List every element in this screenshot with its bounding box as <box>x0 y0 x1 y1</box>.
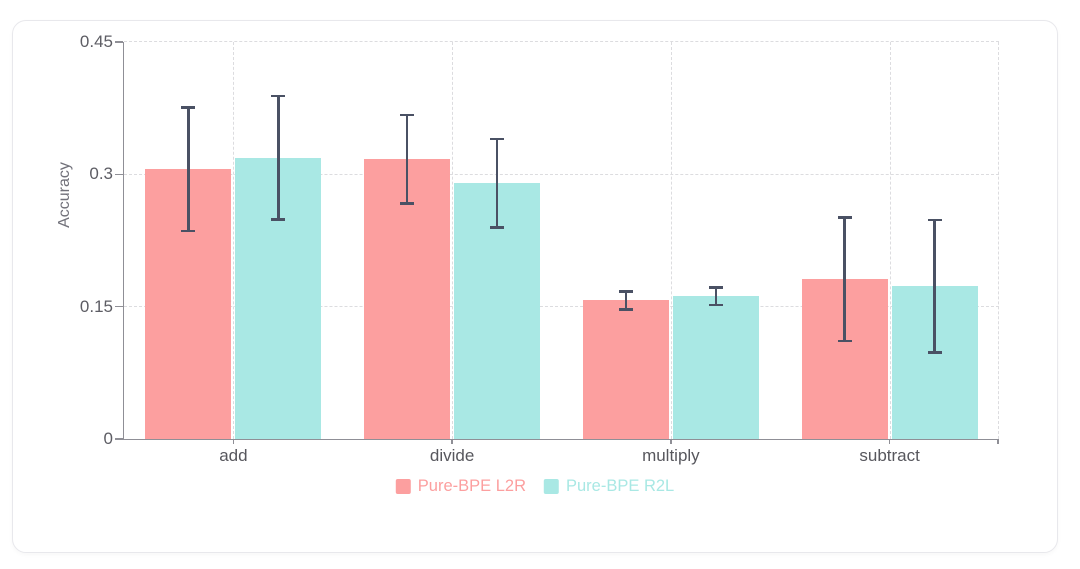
y-tick <box>114 438 123 440</box>
legend-item-pure-bpe-l2r[interactable]: Pure-BPE L2R <box>395 477 526 495</box>
gridline-vertical <box>452 42 454 439</box>
bar-pure-bpe-l2r-multiply <box>582 300 669 439</box>
legend: Pure-BPE L2R Pure-BPE R2L <box>395 477 674 495</box>
y-axis-title: Accuracy <box>56 162 73 228</box>
legend-label: Pure-BPE L2R <box>417 477 526 495</box>
x-axis-line <box>122 438 999 440</box>
x-category-label-multiply: multiply <box>642 446 700 465</box>
gridline-vertical <box>998 42 999 439</box>
error-bar-pure-bpe-l2r-add-cap-top <box>181 106 196 109</box>
legend-label: Pure-BPE R2L <box>566 477 675 495</box>
gridline-vertical <box>233 42 235 439</box>
y-tick-label: 0.3 <box>89 164 113 184</box>
error-bar-pure-bpe-r2l-divide-cap-bottom <box>490 226 505 229</box>
error-bar-pure-bpe-l2r-subtract-cap-top <box>837 216 852 219</box>
gridline-horizontal <box>124 305 999 307</box>
error-bar-pure-bpe-r2l-divide-cap-top <box>490 137 505 141</box>
legend-swatch-pure-bpe-r2l <box>544 478 559 494</box>
error-bar-pure-bpe-r2l-add <box>277 95 280 220</box>
bar-pure-bpe-r2l-multiply <box>672 296 759 439</box>
error-bar-pure-bpe-r2l-add-cap-bottom <box>271 218 286 221</box>
error-bar-pure-bpe-r2l-divide <box>495 139 499 228</box>
x-tick <box>670 439 672 444</box>
error-bar-pure-bpe-l2r-add-cap-bottom <box>181 229 196 233</box>
error-bar-pure-bpe-r2l-add-cap-top <box>271 94 286 98</box>
y-tick-label: 0.15 <box>79 296 113 316</box>
gridline-vertical <box>670 42 672 439</box>
y-tick <box>114 173 123 176</box>
error-bar-pure-bpe-r2l-subtract <box>933 220 936 353</box>
gridline-horizontal <box>124 41 999 43</box>
error-bar-pure-bpe-r2l-subtract-cap-bottom <box>927 351 942 354</box>
x-tick <box>232 439 235 444</box>
error-bar-pure-bpe-l2r-divide-cap-top <box>400 113 415 117</box>
error-bar-pure-bpe-l2r-subtract <box>843 217 846 342</box>
x-category-label-subtract: subtract <box>859 446 920 465</box>
bar-pure-bpe-l2r-divide <box>364 159 451 439</box>
error-bar-pure-bpe-l2r-subtract-cap-bottom <box>837 339 852 343</box>
error-bar-pure-bpe-l2r-divide-cap-bottom <box>400 202 415 205</box>
legend-swatch-pure-bpe-l2r <box>395 478 411 494</box>
y-axis-line <box>122 42 124 440</box>
error-bar-pure-bpe-l2r-multiply-cap-bottom <box>618 308 633 311</box>
y-tick <box>114 305 123 308</box>
error-bar-pure-bpe-l2r-multiply-cap-top <box>618 290 633 293</box>
error-bar-pure-bpe-r2l-multiply <box>714 287 718 305</box>
chart-card: 0 0.15 0.3 0.45 add divide multiply subtract Ac… <box>12 20 1058 553</box>
x-tick <box>997 439 999 444</box>
gridline-horizontal <box>124 173 999 175</box>
x-tick <box>451 439 453 444</box>
error-bar-pure-bpe-l2r-add <box>187 107 190 231</box>
x-category-label-add: add <box>219 446 248 465</box>
error-bar-pure-bpe-l2r-multiply <box>624 291 628 310</box>
x-category-label-divide: divide <box>429 446 475 465</box>
x-tick <box>888 439 891 444</box>
error-bar-pure-bpe-r2l-subtract-cap-top <box>927 218 942 222</box>
legend-item-pure-bpe-r2l[interactable]: Pure-BPE R2L <box>544 477 674 495</box>
y-tick-label: 0.45 <box>79 32 113 51</box>
error-bar-pure-bpe-l2r-divide <box>405 115 409 204</box>
error-bar-pure-bpe-r2l-multiply-cap-top <box>708 286 723 289</box>
error-bar-pure-bpe-r2l-multiply-cap-bottom <box>708 303 723 307</box>
y-tick <box>114 41 123 43</box>
gridline-vertical <box>889 42 891 439</box>
y-tick-label: 0 <box>103 429 113 448</box>
